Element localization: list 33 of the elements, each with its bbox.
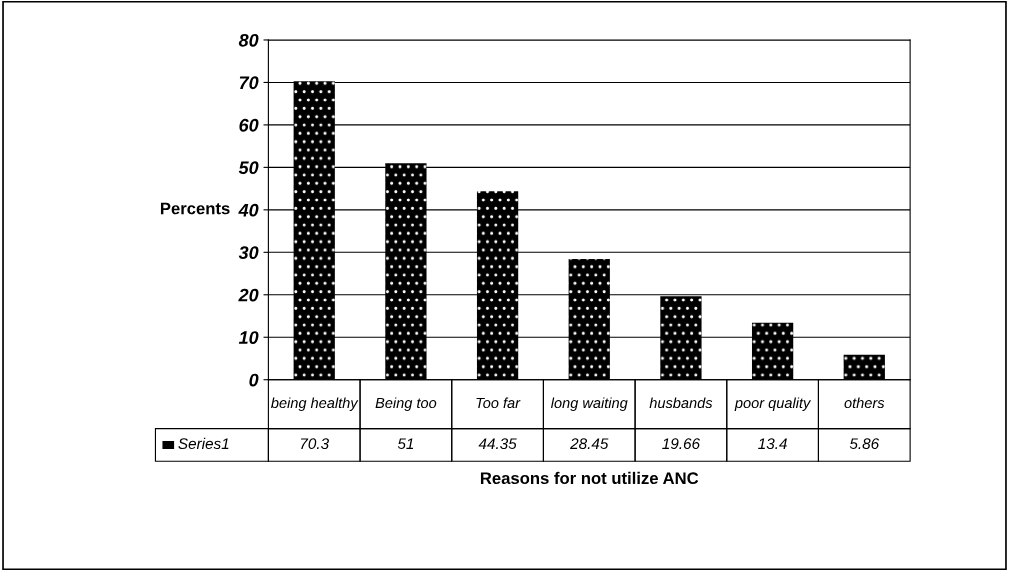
bar — [751, 322, 794, 380]
data-label: 44.35 — [478, 438, 517, 450]
y-tick-label: 80 — [238, 33, 259, 47]
data-label: 19.66 — [662, 438, 701, 450]
bar — [660, 296, 702, 380]
bar — [293, 81, 335, 380]
x-tick-label: Too far — [476, 397, 521, 409]
x-tick-label: poor quality — [734, 397, 812, 411]
bar — [476, 191, 519, 380]
y-tick-label: 70 — [239, 76, 259, 90]
data-label: 70.3 — [300, 438, 329, 450]
data-label: 5.86 — [849, 438, 880, 450]
y-tick-label: 60 — [239, 118, 259, 132]
y-tick-label: 40 — [238, 203, 259, 217]
x-tick-label: long waiting — [550, 397, 628, 411]
y-tick-label: 50 — [238, 161, 259, 175]
data-label: 51 — [397, 438, 414, 450]
bar — [568, 258, 610, 380]
x-tick-label: Being too — [375, 397, 437, 411]
text: Series1 — [178, 437, 229, 450]
data-label: 13.4 — [758, 438, 787, 450]
y-tick-label: 30 — [238, 246, 259, 260]
y-tick-label: 20 — [238, 288, 259, 302]
y-tick-label: 10 — [238, 331, 259, 344]
x-tick-label: others — [844, 397, 885, 409]
bar — [843, 354, 885, 380]
y-tick-label: 0 — [249, 373, 259, 387]
x-tick-label: being healthy — [271, 397, 359, 411]
bar — [385, 163, 427, 380]
data-label: 28.45 — [570, 438, 609, 450]
x-tick-label: husbands — [649, 397, 713, 409]
y-axis-title: Percents — [160, 202, 230, 215]
x-axis-title: Reasons for not utilize ANC — [480, 471, 699, 485]
